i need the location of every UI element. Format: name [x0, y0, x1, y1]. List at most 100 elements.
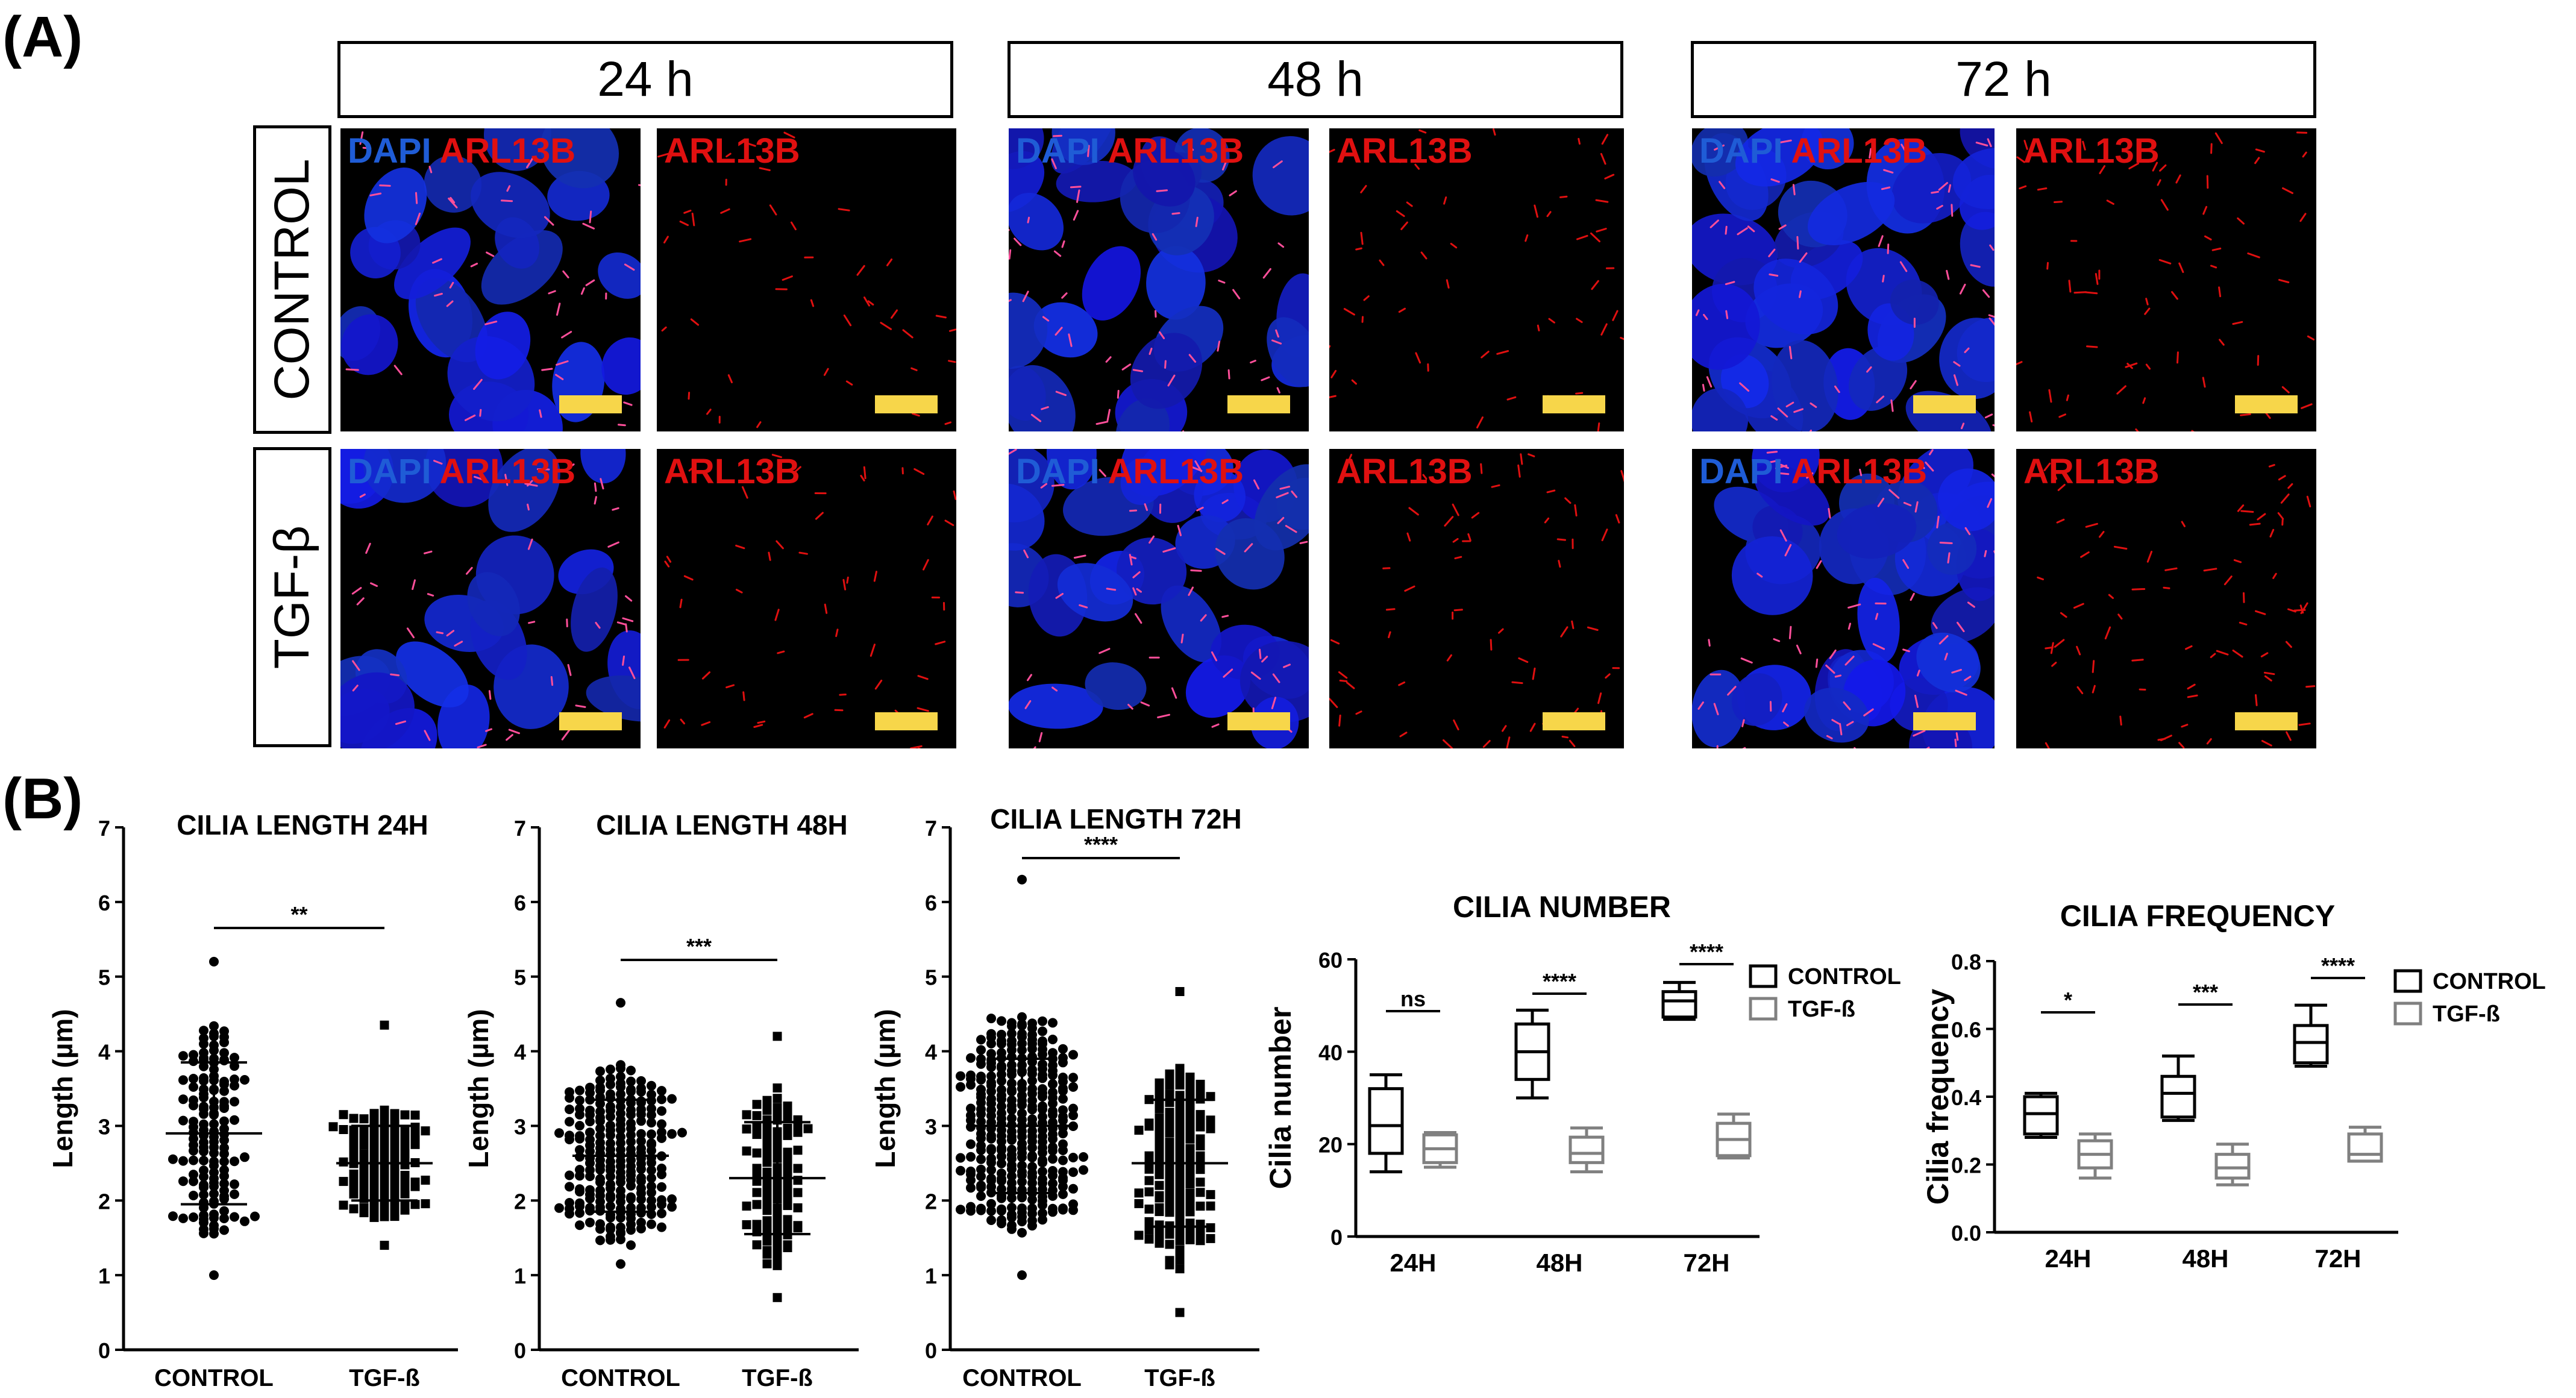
cilia-length-24h-tgf-point — [421, 1126, 430, 1136]
cilia-length-24h-control-point — [199, 1218, 208, 1227]
cilia-length-24h-tgf-point — [400, 1171, 410, 1180]
cilia-length-24h-control-point — [219, 1165, 229, 1175]
dapi-label: DAPI — [1699, 131, 1783, 171]
cilia-length-72h-control-point — [1007, 1095, 1017, 1105]
cilia-length-48h-tgf-point — [752, 1111, 762, 1120]
cilia-length-72h-control-point — [1038, 1155, 1047, 1165]
cilia-length-48h-control-point — [647, 1118, 656, 1128]
micrograph-merge-label: DAPI ARL13B — [1699, 451, 1927, 492]
time-header-72h: 72 h — [1691, 41, 2316, 118]
cilia-length-72h-tgf-point — [1185, 1089, 1195, 1099]
cilia-frequency-legend-label: TGF-ß — [2433, 1001, 2500, 1027]
cilia-length-48h-control-point — [636, 1203, 646, 1213]
cilia-length-24h-control-point — [230, 1189, 239, 1199]
micrograph-merge-label: DAPI ARL13B — [1699, 131, 1927, 171]
cilia-length-72h-tgf-point — [1165, 1191, 1174, 1200]
cilia-length-72h-control-point — [976, 1035, 986, 1045]
cilia-length-24h-control-point — [199, 1180, 208, 1190]
cilia-length-72h-control-point — [1017, 1012, 1027, 1022]
cilia-length-24h-control-point — [230, 1115, 239, 1125]
cilia-length-48h-control-point — [647, 1103, 656, 1114]
cilia-length-24h-tgf-point — [369, 1109, 379, 1118]
cilia-length-24h-tgf-point — [328, 1122, 338, 1132]
cilia-length-24h-control-point — [219, 1156, 229, 1167]
cilia-length-24h-y-tick-label: 3 — [98, 1114, 110, 1139]
cilia-length-24h-y-tick-label: 1 — [98, 1264, 110, 1288]
cilia-length-48h-tgf-point — [772, 1247, 782, 1256]
cilia-length-72h-tgf-point — [1185, 1197, 1195, 1206]
cilia-length-48h-control-point — [677, 1127, 687, 1138]
cilia-length-24h-control-point — [219, 1194, 229, 1204]
cilia-length-48h-control-point — [616, 1060, 625, 1070]
cilia-length-48h-y-tick-label: 2 — [514, 1189, 526, 1214]
cilia-length-48h-control-point — [585, 1127, 595, 1138]
cilia-length-48h-control-point — [657, 1127, 666, 1137]
micrograph-merge-label: DAPI ARL13B — [1016, 451, 1244, 492]
cilia-length-24h-tgf-point — [349, 1143, 359, 1153]
cilia-length-72h-tgf-point — [1196, 1202, 1205, 1211]
cilia-length-24h-control-point — [219, 1086, 229, 1096]
cilia-length-72h-control-point — [997, 1029, 1006, 1039]
cilia-frequency-significance-label: *** — [2193, 980, 2218, 1005]
cilia-length-72h-control-point — [976, 1164, 986, 1174]
cilia-length-24h-y-tick-label: 7 — [98, 816, 110, 841]
cilia-length-48h-control-point — [657, 1106, 666, 1116]
cilia-frequency-y-axis-label: Cilia frequency — [1921, 989, 1955, 1205]
cilia-length-72h-control-point — [1048, 1142, 1058, 1152]
cilia-length-72h-control-point — [966, 1166, 976, 1176]
cilia-length-24h-control-point — [209, 1053, 219, 1064]
micrograph-tgf-24h-merge: DAPI ARL13B — [340, 449, 641, 748]
cilia-length-72h-tgf-point — [1165, 1148, 1174, 1158]
cilia-length-48h-title: CILIA LENGTH 48H — [596, 809, 847, 841]
micrograph-merge-label: DAPI ARL13B — [348, 131, 575, 171]
cilia-length-24h-tgf-point — [380, 1105, 389, 1115]
cilia-length-48h-tgf-point — [783, 1147, 792, 1157]
cilia-length-72h-control-point — [966, 1183, 976, 1193]
cilia-length-24h-control-point — [178, 1051, 188, 1061]
cilia-length-72h-tgf-point — [1206, 1190, 1215, 1199]
cilia-length-24h-y-axis-label: Length (µm) — [47, 1009, 78, 1168]
cilia-length-72h-tgf-point — [1175, 1308, 1185, 1317]
cilia-length-24h-y-tick-label: 0 — [98, 1338, 110, 1363]
scale-bar — [559, 395, 622, 413]
cilia-length-48h-control-point — [636, 1129, 646, 1139]
cilia-length-48h-control-point — [636, 1183, 646, 1193]
arl13b-label: ARL13B — [664, 131, 800, 171]
cilia-length-24h-tgf-point — [359, 1114, 369, 1124]
cilia-length-72h-tgf-point — [1185, 1107, 1195, 1117]
cilia-length-48h-tgf-point — [762, 1216, 772, 1226]
cilia-length-48h-control-point — [657, 1222, 666, 1232]
cilia-length-72h-tgf-point — [1175, 1091, 1185, 1100]
scale-bar — [1227, 712, 1290, 730]
arl13b-label: ARL13B — [2023, 131, 2160, 171]
cilia-length-72h-control-point — [1048, 1048, 1058, 1058]
cilia-length-72h-control-point — [956, 1153, 965, 1163]
cilia-length-72h-control-point — [1027, 1194, 1037, 1205]
arl13b-label: ARL13B — [1337, 452, 1473, 491]
cilia-length-48h-control-point — [647, 1219, 656, 1229]
cilia-length-72h-tgf-point — [1185, 1073, 1195, 1082]
cilia-length-48h-tgf-point — [803, 1124, 813, 1133]
cilia-length-48h-x-tick-label: TGF-ß — [742, 1365, 813, 1391]
cilia-length-72h-control-point — [1017, 1227, 1027, 1238]
dapi-label: DAPI — [348, 452, 431, 491]
cilia-length-72h-control-point — [1048, 1035, 1058, 1044]
cilia-length-72h-tgf-point — [1155, 1078, 1164, 1088]
cilia-length-24h-control-point — [219, 1225, 229, 1235]
micrograph-tgf-72h-merge: DAPI ARL13B — [1692, 449, 1995, 748]
scale-bar — [1227, 395, 1290, 413]
cilia-length-24h-control-point — [209, 1220, 219, 1230]
cilia-length-24h-tgf-point — [369, 1125, 379, 1134]
cilia-length-48h-control-point — [636, 1136, 646, 1146]
cilia-length-72h-control-point — [986, 1144, 996, 1154]
cilia-length-48h-control-point — [575, 1085, 584, 1096]
cilia-length-48h-control-point — [626, 1192, 636, 1202]
cilia-length-24h-tgf-point — [339, 1200, 348, 1210]
cilia-length-24h-tgf-point — [421, 1176, 430, 1185]
cilia-length-72h-control-point — [997, 1158, 1006, 1168]
cilia-length-48h-control-point — [626, 1136, 636, 1147]
cilia-length-72h-control-point — [966, 1053, 976, 1063]
cilia-length-24h-control-point — [199, 1228, 208, 1238]
cilia-length-24h-tgf-point — [400, 1127, 410, 1136]
cilia-frequency-significance-label: **** — [2321, 953, 2355, 978]
